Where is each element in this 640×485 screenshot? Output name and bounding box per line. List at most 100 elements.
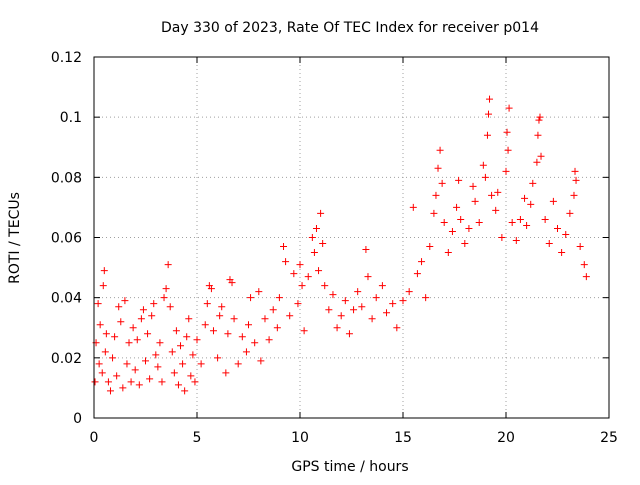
data-point [582, 273, 590, 281]
data-point [224, 330, 232, 338]
data-point [214, 354, 222, 362]
data-point [300, 327, 308, 335]
y-tick-labels: 0 0.02 0.04 0.06 0.08 0.1 0.12 [51, 50, 82, 427]
data-point [409, 203, 417, 211]
data-point [154, 363, 162, 371]
data-point [535, 116, 543, 124]
data-point [269, 306, 277, 314]
data-point [131, 366, 139, 374]
data-point [162, 285, 170, 293]
data-point [498, 234, 506, 241]
data-point [434, 164, 442, 172]
data-point [440, 218, 448, 226]
data-point [185, 315, 193, 323]
data-point [245, 321, 252, 329]
data-point [393, 324, 401, 332]
data-point [296, 261, 304, 269]
data-point [432, 191, 440, 199]
x-tick-label: 0 [90, 430, 99, 446]
data-point [251, 339, 259, 347]
data-point [170, 369, 178, 377]
data-point [333, 324, 341, 332]
data-point [430, 209, 438, 217]
data-point [242, 348, 250, 356]
data-point [113, 372, 121, 380]
data-point [378, 282, 386, 290]
data-point [479, 161, 487, 169]
data-point [137, 315, 145, 323]
data-point [228, 279, 236, 287]
data-point [461, 240, 469, 248]
data-point [304, 273, 312, 281]
data-point [505, 104, 513, 112]
data-point [230, 315, 238, 323]
data-point [484, 110, 492, 118]
data-point [558, 249, 566, 257]
data-point [257, 357, 265, 365]
data-point [504, 146, 512, 154]
y-tick-label: 0.02 [51, 351, 82, 367]
data-point [166, 303, 174, 311]
y-axis-label: ROTI / TECUs [7, 192, 23, 284]
data-point [362, 246, 370, 254]
data-point [469, 182, 477, 190]
data-point [465, 224, 473, 232]
data-point [554, 224, 561, 232]
data-point [290, 270, 298, 278]
data-point [177, 342, 185, 350]
data-point [127, 378, 135, 386]
data-point [197, 360, 205, 368]
x-tick-label: 20 [497, 430, 515, 446]
data-point [389, 300, 397, 308]
data-point [533, 158, 541, 166]
data-point [541, 215, 549, 223]
data-point [234, 360, 242, 368]
x-tick-label: 10 [291, 430, 309, 446]
y-tick-label: 0.06 [51, 231, 82, 247]
data-point [156, 339, 164, 347]
data-point [455, 176, 463, 184]
plot-frame [93, 56, 610, 419]
data-point [282, 258, 290, 266]
data-point [168, 348, 176, 356]
data-point [101, 348, 109, 356]
data-point [350, 306, 358, 314]
data-point [109, 354, 117, 362]
data-point [102, 330, 110, 338]
data-point [508, 218, 516, 226]
data-point [358, 303, 366, 311]
data-point [570, 191, 578, 199]
data-point [98, 369, 106, 377]
data-point [286, 312, 294, 320]
ticks-layer [93, 56, 610, 419]
data-point [115, 303, 123, 311]
data-point [94, 300, 102, 308]
data-point [527, 200, 535, 208]
data-point [405, 288, 413, 296]
data-point [119, 384, 127, 392]
data-point [189, 351, 197, 359]
data-point [319, 240, 327, 248]
x-tick-label: 5 [193, 430, 202, 446]
data-point [174, 381, 182, 389]
data-point [492, 206, 500, 214]
data-point [100, 267, 108, 275]
data-point [329, 291, 337, 299]
data-point [312, 224, 320, 232]
data-point [294, 300, 302, 308]
data-point [207, 285, 215, 293]
data-point [133, 336, 141, 344]
data-point [453, 203, 461, 211]
data-point [95, 360, 103, 368]
data-point [308, 234, 316, 241]
data-point [321, 282, 329, 290]
data-point [572, 176, 580, 184]
data-point [273, 324, 281, 332]
x-tick-labels: 0 5 10 15 20 25 [90, 430, 618, 446]
data-point [534, 131, 542, 139]
data-points-layer [91, 95, 590, 395]
data-point [566, 209, 574, 217]
data-point [261, 315, 269, 323]
data-point [111, 333, 119, 341]
